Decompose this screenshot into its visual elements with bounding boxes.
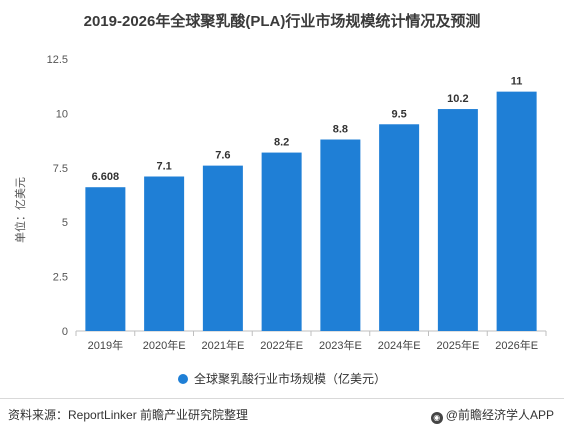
bar	[379, 124, 420, 331]
x-tick-label: 2020年E	[143, 338, 186, 352]
data-label: 7.6	[215, 150, 230, 162]
data-label: 11	[511, 76, 523, 88]
y-tick-label: 10	[56, 108, 68, 120]
data-label: 6.608	[92, 171, 120, 183]
bar	[437, 109, 478, 331]
x-tick-label: 2023年E	[319, 338, 362, 352]
source-note: 资料来源：ReportLinker 前瞻产业研究院整理	[8, 408, 249, 422]
y-tick-label: 2.5	[53, 272, 68, 284]
brand-logo-icon: ◉	[430, 412, 443, 424]
x-tick-label: 2021年E	[201, 338, 244, 352]
data-label: 9.5	[391, 108, 406, 120]
brand-credit: ◉ @前瞻经济学人APP	[430, 406, 554, 424]
footer-divider	[0, 398, 564, 399]
data-label: 10.2	[447, 93, 468, 105]
y-tick-label: 12.5	[47, 54, 68, 66]
y-tick-label: 0	[62, 326, 68, 338]
bar	[202, 165, 243, 331]
bar	[320, 139, 361, 331]
chart-title: 2019-2026年全球聚乳酸(PLA)行业市场规模统计情况及预测	[83, 13, 481, 30]
y-tick-label: 7.5	[53, 163, 68, 175]
x-tick-label: 2022年E	[260, 338, 303, 352]
bar	[144, 176, 185, 331]
legend-marker	[177, 374, 188, 384]
bar	[261, 152, 302, 331]
bar	[85, 187, 126, 331]
bar-chart: 0 2.5 5 7.5 10 12.5 6.608 2019年 7.1 2020年E 7.6 2021…	[47, 54, 547, 352]
data-label: 7.1	[156, 161, 171, 173]
data-label: 8.8	[333, 124, 348, 136]
legend-label: 全球聚乳酸行业市场规模（亿美元）	[193, 372, 386, 386]
x-tick-label: 2024年E	[378, 338, 421, 352]
x-tick-label: 2019年	[88, 338, 123, 352]
y-tick-label: 5	[62, 217, 68, 229]
data-label: 8.2	[274, 137, 289, 149]
x-tick-label: 2025年E	[436, 338, 479, 352]
x-tick-label: 2026年E	[495, 338, 538, 352]
legend: 全球聚乳酸行业市场规模（亿美元）	[0, 370, 564, 387]
brand-text: @前瞻经济学人APP	[445, 408, 554, 422]
bar	[496, 91, 537, 331]
